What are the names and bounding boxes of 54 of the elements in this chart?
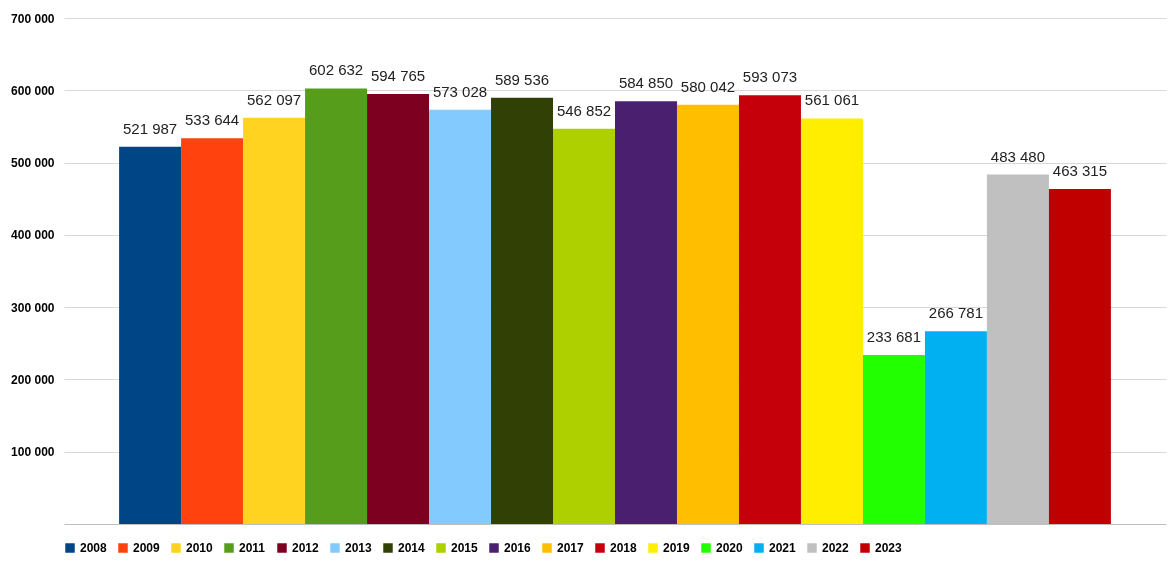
legend-label: 2009 [133, 541, 161, 555]
bar [119, 146, 182, 524]
data-label: 546 852 [556, 101, 612, 119]
y-tick-label: 400 000 [11, 228, 55, 243]
bar [243, 117, 306, 524]
data-label: 594 765 [370, 67, 426, 85]
legend-label: 2021 [769, 541, 797, 555]
legend-label: 2010 [186, 541, 214, 555]
legend-label: 2017 [557, 541, 585, 555]
bar [429, 109, 492, 524]
bar [676, 104, 739, 524]
data-label: 580 042 [680, 77, 736, 95]
y-tick-label: 100 000 [11, 445, 55, 460]
data-label: 593 073 [742, 68, 798, 86]
bar [1048, 189, 1111, 524]
data-label: 483 480 [990, 147, 1046, 165]
legend-label: 2012 [292, 541, 320, 555]
data-label: 463 315 [1052, 162, 1108, 180]
data-label: 266 781 [928, 304, 984, 322]
y-tick-label: 300 000 [11, 300, 55, 315]
data-label: 573 028 [432, 82, 488, 100]
data-label: 521 987 [122, 119, 178, 137]
bar [491, 97, 554, 524]
legend-label: 2015 [451, 541, 479, 555]
bar [800, 118, 863, 524]
bar [553, 128, 615, 524]
legend-label: 2022 [822, 541, 850, 555]
bar [615, 101, 677, 524]
legend-label: 2013 [345, 541, 373, 555]
data-label: 602 632 [308, 61, 364, 79]
data-label: 233 681 [866, 328, 922, 346]
legend-label: 2023 [875, 541, 903, 555]
bar [738, 95, 801, 524]
legend-label: 2011 [239, 541, 266, 555]
y-tick-label: 200 000 [11, 372, 55, 387]
y-tick-label: 600 000 [11, 83, 55, 98]
legend-label: 2008 [80, 541, 108, 555]
data-label: 589 536 [494, 70, 550, 88]
legend-label: 2018 [610, 541, 638, 555]
data-label: 562 097 [246, 90, 302, 108]
bar [305, 88, 368, 524]
bar [367, 94, 430, 524]
y-tick-label: 700 000 [11, 11, 55, 26]
data-label: 584 850 [618, 74, 674, 92]
legend-label: 2019 [663, 541, 691, 555]
data-label: 533 644 [184, 111, 240, 129]
y-tick-label: 500 000 [11, 156, 55, 171]
legend-label: 2014 [398, 541, 426, 555]
bar [862, 355, 925, 524]
legend-label: 2020 [716, 541, 744, 555]
data-label: 561 061 [804, 91, 860, 109]
bar [181, 138, 244, 524]
bar [924, 331, 987, 524]
legend-label: 2016 [504, 541, 532, 555]
